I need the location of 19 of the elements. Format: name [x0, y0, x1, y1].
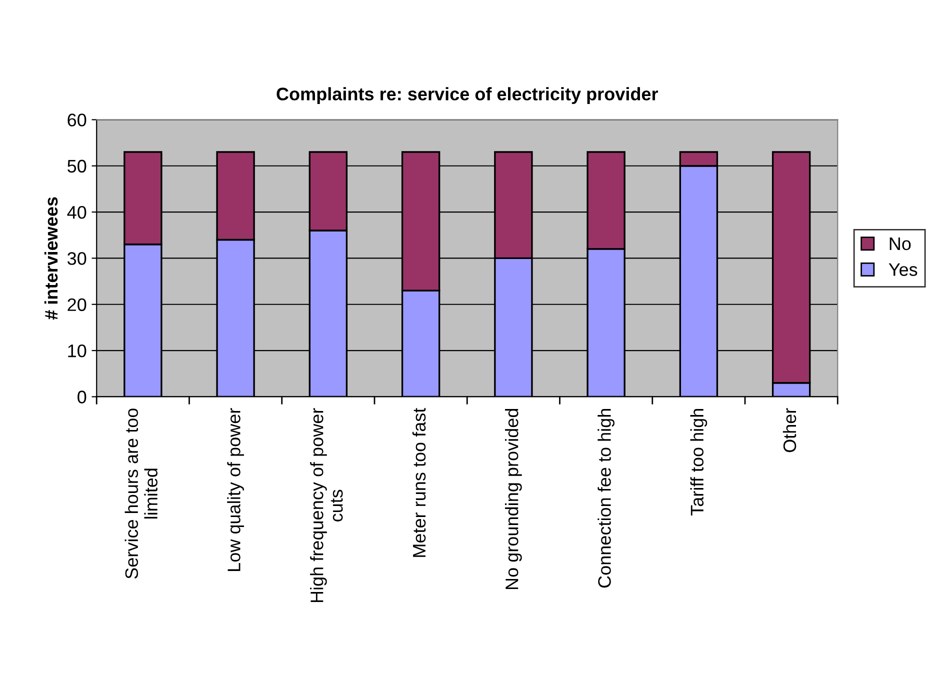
x-tick-label: Tariff too high	[690, 408, 708, 516]
y-tick-label: 30	[68, 252, 86, 265]
legend-label: No	[890, 238, 911, 250]
x-tick-label: Connection fee to high	[598, 408, 614, 588]
y-tick-label: 20	[68, 298, 86, 312]
y-tick-label: 0	[78, 390, 86, 404]
x-tick-label: No grounding provided	[505, 408, 522, 590]
y-tick-label: 40	[67, 206, 86, 219]
x-tick-label: High frequency of power cuts	[310, 408, 343, 602]
x-tick-label: Other	[782, 408, 796, 452]
y-tick-label: 10	[68, 344, 86, 358]
y-tick-label: 50	[68, 160, 86, 173]
x-tick-label: Meter runs too fast	[412, 408, 426, 557]
legend-label: Yes	[888, 263, 918, 276]
x-tick-label: Low quality of power	[227, 408, 244, 571]
chart-title: Complaints re: service of electricity provider	[276, 87, 658, 104]
x-tick-label: Service hours are too limited	[124, 408, 158, 579]
y-axis-title: # interviewees	[44, 197, 58, 320]
y-tick-label: 60	[68, 114, 86, 126]
